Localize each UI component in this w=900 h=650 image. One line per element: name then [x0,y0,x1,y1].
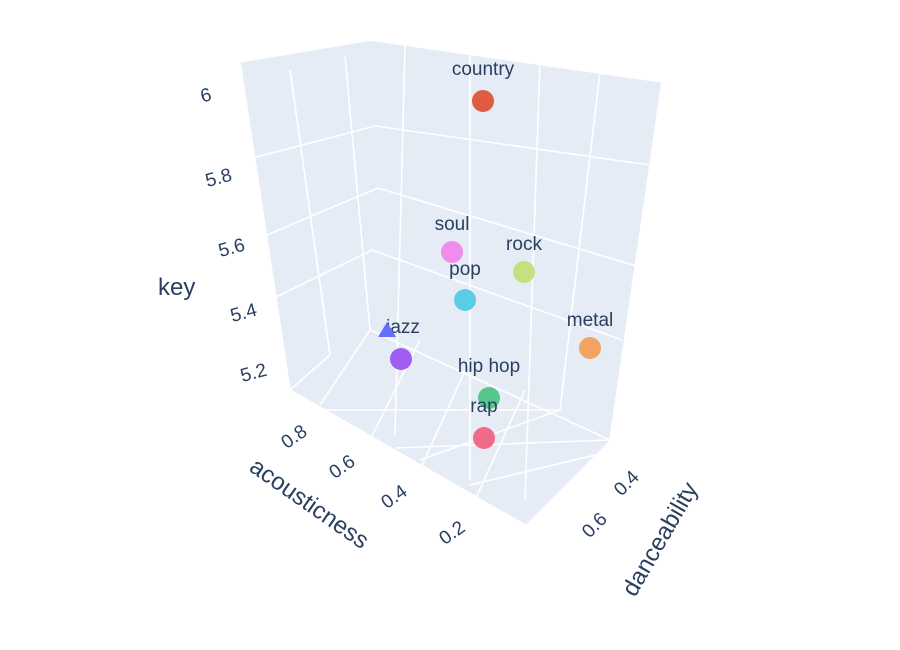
grid-line [244,125,376,161]
grid-line [371,249,623,341]
grid-line [289,69,331,356]
grid-line [369,39,663,83]
grid-line [374,125,651,166]
grid-line [609,81,663,441]
grid-line [369,329,611,441]
grid-line [377,187,637,267]
data-point-label: soul [435,214,470,235]
y-axis-ticks: 0.4 0.6 [578,467,644,543]
grid-line [394,44,406,436]
z-tick-label: 6 [198,84,214,107]
data-point[interactable] [478,387,500,409]
y-tick-label: 0.6 [578,509,612,543]
y-tick-label: 0.4 [610,467,644,501]
grid-line [474,389,526,501]
data-point-label: country [452,59,515,80]
data-point-label: metal [567,310,613,331]
z-tick-label: 5.2 [238,360,269,387]
grid-line [269,249,373,301]
grid-line [239,61,291,391]
data-point[interactable] [513,261,535,283]
data-point-label: jazz [385,317,420,338]
data-point-label: pop [449,259,481,280]
grid-line [319,329,371,406]
x-tick-label: 0.4 [378,481,412,514]
x-tick-label: 0.2 [436,517,470,549]
data-point-label: rock [506,234,542,255]
grid-line [289,354,331,391]
back-wall-left [240,40,525,525]
data-point[interactable] [454,289,476,311]
grid-line [524,59,541,501]
z-tick-label: 5.6 [216,235,247,262]
data-points: country soul rock pop metal jazz hip hop rap [378,59,613,449]
data-point-label: hip hop [458,356,520,377]
data-point-label: rap [470,396,497,417]
data-point[interactable] [579,337,601,359]
grid-line [469,454,596,486]
z-tick-label: 5.4 [228,300,259,327]
y-axis-title: danceability [617,478,704,601]
x-tick-label: 0.6 [326,451,360,483]
grid-line [239,39,371,63]
z-axis-title: key [158,274,195,301]
grid-line [419,359,471,471]
data-point[interactable] [473,427,495,449]
z-tick-label: 5.8 [203,165,234,192]
grid-line [559,71,601,411]
data-point-marker[interactable] [378,322,396,337]
floor [290,330,610,525]
data-point[interactable] [441,241,463,263]
gridlines [239,39,663,526]
grid-line [344,55,371,331]
data-point[interactable] [472,90,494,112]
data-point[interactable] [390,348,412,370]
x-tick-label: 0.8 [278,421,312,453]
